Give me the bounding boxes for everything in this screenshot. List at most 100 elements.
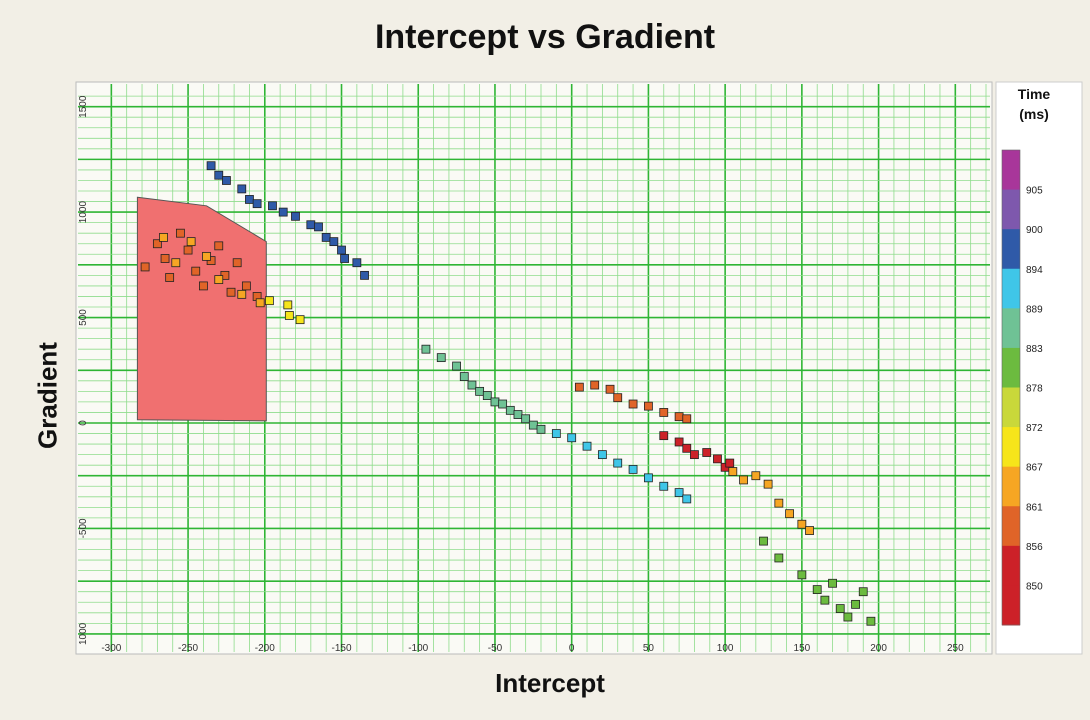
data-point <box>551 429 561 438</box>
data-point <box>851 599 860 609</box>
legend-label: 889 <box>1026 304 1043 315</box>
data-point <box>812 585 822 595</box>
data-point <box>628 399 638 409</box>
selection-polygon <box>136 196 267 422</box>
data-point <box>255 298 265 308</box>
data-point <box>252 199 262 209</box>
data-point <box>702 448 712 457</box>
legend-color-swatch <box>1002 585 1020 626</box>
data-point <box>421 344 431 354</box>
data-point <box>360 270 369 280</box>
legend-label: 905 <box>1026 186 1043 197</box>
data-point <box>659 431 669 441</box>
data-point <box>590 380 600 390</box>
data-point <box>628 464 638 474</box>
data-point <box>175 228 185 238</box>
data-point <box>567 433 577 443</box>
x-tick-label: -50 <box>488 643 503 654</box>
data-point <box>159 233 168 242</box>
data-point <box>283 300 293 310</box>
data-point <box>613 458 623 468</box>
data-point <box>284 311 294 320</box>
data-point <box>340 254 349 263</box>
data-point <box>759 536 768 546</box>
legend-label: 856 <box>1026 542 1043 553</box>
points-layer <box>140 161 876 626</box>
data-point <box>835 604 845 613</box>
data-point <box>843 612 853 622</box>
x-tick-label: 250 <box>947 643 964 654</box>
x-tick-label: -100 <box>408 643 428 654</box>
legend-title-line1: Time <box>1017 86 1051 102</box>
data-point <box>160 254 170 263</box>
polygon-layer <box>136 196 267 422</box>
y-axis-label: Gradient <box>32 342 63 449</box>
data-point <box>140 262 150 272</box>
data-point <box>597 450 607 460</box>
ticks-layer: -300 -250 -200 -150 -100 -50 0 50 100 150 200 25015… <box>78 95 964 654</box>
data-point <box>278 207 288 217</box>
data-point <box>797 519 807 529</box>
data-point <box>582 441 592 451</box>
legend-title-line2: (ms) <box>1019 106 1049 122</box>
data-point <box>536 424 546 434</box>
data-point <box>674 488 684 497</box>
data-point <box>337 245 346 255</box>
legend-colorbar-border <box>1001 149 1021 626</box>
x-tick-label: 100 <box>717 643 734 654</box>
x-tick-label: -300 <box>101 643 121 654</box>
data-point <box>505 405 515 415</box>
data-point <box>805 526 814 535</box>
y-tick-label: 500 <box>78 309 89 326</box>
data-point <box>237 289 247 299</box>
data-point <box>226 287 236 297</box>
data-point <box>264 296 274 306</box>
data-point <box>241 281 251 291</box>
data-point <box>202 251 211 261</box>
data-point <box>206 161 216 171</box>
data-point <box>866 616 876 626</box>
data-point <box>490 397 500 407</box>
data-point <box>295 315 305 325</box>
data-point <box>214 170 224 180</box>
data-point <box>774 498 784 508</box>
data-point <box>482 391 492 400</box>
x-axis-label: Intercept <box>495 668 605 698</box>
data-point <box>475 386 485 396</box>
data-point <box>682 414 692 424</box>
legend-color-swatch <box>1002 545 1020 586</box>
data-point <box>728 467 738 476</box>
data-point <box>528 420 538 430</box>
data-point <box>739 475 748 485</box>
data-point <box>232 258 242 268</box>
data-point <box>199 281 208 291</box>
data-point <box>820 595 830 605</box>
legend-label: 900 <box>1026 225 1043 236</box>
data-point <box>291 211 300 221</box>
data-point <box>690 450 699 460</box>
data-point <box>713 454 722 464</box>
data-point <box>191 266 201 276</box>
y-tick-label: -500 <box>78 518 89 538</box>
data-point <box>214 275 224 284</box>
data-point <box>321 233 331 242</box>
data-point <box>245 195 254 204</box>
x-tick-label: 200 <box>870 643 887 654</box>
data-point <box>858 587 868 597</box>
chart-title: Intercept vs Gradient <box>374 18 716 56</box>
legend-color-swatch <box>1002 189 1020 230</box>
data-point <box>186 237 196 247</box>
data-point <box>222 176 231 185</box>
x-tick-label: -200 <box>255 643 275 654</box>
data-point <box>682 494 692 504</box>
y-tick-label: 1000 <box>78 622 89 645</box>
data-point <box>797 570 807 580</box>
data-point <box>644 401 653 411</box>
y-tick-label: 1000 <box>78 201 89 224</box>
legend-color-swatch <box>1002 268 1020 309</box>
legend-color-swatch <box>1002 308 1020 349</box>
x-tick-label: 150 <box>794 643 811 654</box>
legend-label: 867 <box>1026 463 1043 474</box>
data-point <box>171 258 181 268</box>
